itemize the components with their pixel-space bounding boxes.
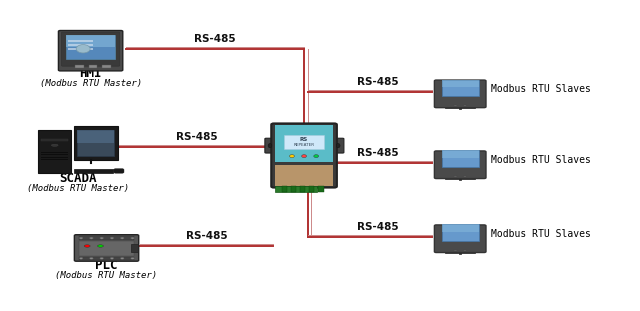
Ellipse shape [84,245,90,247]
Bar [79,236,134,240]
Ellipse shape [454,176,458,177]
Ellipse shape [454,105,458,106]
Ellipse shape [100,237,104,239]
Bar [442,80,479,96]
Bar [77,130,114,156]
Text: RS-485: RS-485 [175,132,217,142]
Bar [284,135,324,149]
FancyBboxPatch shape [74,235,139,261]
Ellipse shape [110,257,114,259]
Text: Modbus RTU Slaves: Modbus RTU Slaves [491,84,591,94]
Bar [442,224,479,232]
Bar [42,139,68,141]
FancyBboxPatch shape [435,80,486,108]
Bar [42,154,68,155]
Bar [74,169,113,173]
Text: REPEATER: REPEATER [294,143,315,147]
Bar [76,65,84,68]
FancyBboxPatch shape [74,126,118,160]
Ellipse shape [79,237,83,239]
Bar [102,65,111,68]
Ellipse shape [120,237,124,239]
Bar [42,157,68,158]
Bar [275,125,333,162]
Ellipse shape [131,257,134,259]
FancyBboxPatch shape [38,130,72,173]
Ellipse shape [301,155,307,158]
Ellipse shape [463,105,467,106]
Ellipse shape [51,144,58,146]
Bar [442,224,479,241]
Bar [68,40,93,42]
Ellipse shape [90,237,93,239]
Ellipse shape [268,143,272,148]
Bar [77,130,114,143]
Text: Modbus RTU Slaves: Modbus RTU Slaves [491,155,591,165]
Ellipse shape [76,44,90,53]
Bar [79,257,134,260]
Text: (Modbus RTU Master): (Modbus RTU Master) [56,271,157,280]
Bar [445,178,476,179]
Ellipse shape [97,245,104,247]
FancyBboxPatch shape [271,123,337,188]
Ellipse shape [289,155,294,158]
Text: Modbus RTU Slaves: Modbus RTU Slaves [491,229,591,239]
Bar [68,44,93,46]
Bar [66,35,115,59]
FancyBboxPatch shape [333,138,344,153]
Bar [275,165,333,186]
Ellipse shape [110,237,114,239]
Bar [291,186,296,193]
Text: RS: RS [300,137,308,142]
Ellipse shape [131,237,134,239]
Text: RS-485: RS-485 [357,77,399,87]
FancyBboxPatch shape [58,30,123,71]
Ellipse shape [463,250,467,251]
Bar [282,186,287,193]
Ellipse shape [90,257,93,259]
Ellipse shape [463,176,467,177]
Bar [66,35,115,47]
Bar [68,48,93,50]
Ellipse shape [336,143,340,148]
Bar [442,151,479,167]
Bar [79,241,134,256]
FancyBboxPatch shape [435,225,486,253]
Bar [445,107,476,109]
Bar [319,186,324,193]
Bar [42,152,68,153]
Text: RS-485: RS-485 [357,222,399,232]
Bar [445,252,476,253]
Bar [300,186,305,193]
Text: SCADA: SCADA [59,172,97,185]
Text: RS-485: RS-485 [357,148,399,158]
Bar [309,186,314,193]
Bar [442,151,479,158]
FancyBboxPatch shape [61,32,120,66]
Text: (Modbus RTU Master): (Modbus RTU Master) [40,79,141,88]
FancyBboxPatch shape [114,169,124,173]
FancyBboxPatch shape [265,138,276,153]
Ellipse shape [100,257,104,259]
Bar [131,244,138,252]
Ellipse shape [120,257,124,259]
FancyBboxPatch shape [435,151,486,179]
Text: RS-485: RS-485 [186,231,227,241]
Ellipse shape [314,155,319,158]
Text: HMI: HMI [79,67,102,80]
Text: (Modbus RTU Master): (Modbus RTU Master) [27,184,129,193]
Bar [442,80,479,87]
Ellipse shape [79,257,83,259]
Text: RS-485: RS-485 [194,34,236,44]
Bar [89,65,97,68]
Text: PLC: PLC [95,259,118,272]
Bar [275,186,317,192]
Ellipse shape [454,250,458,251]
